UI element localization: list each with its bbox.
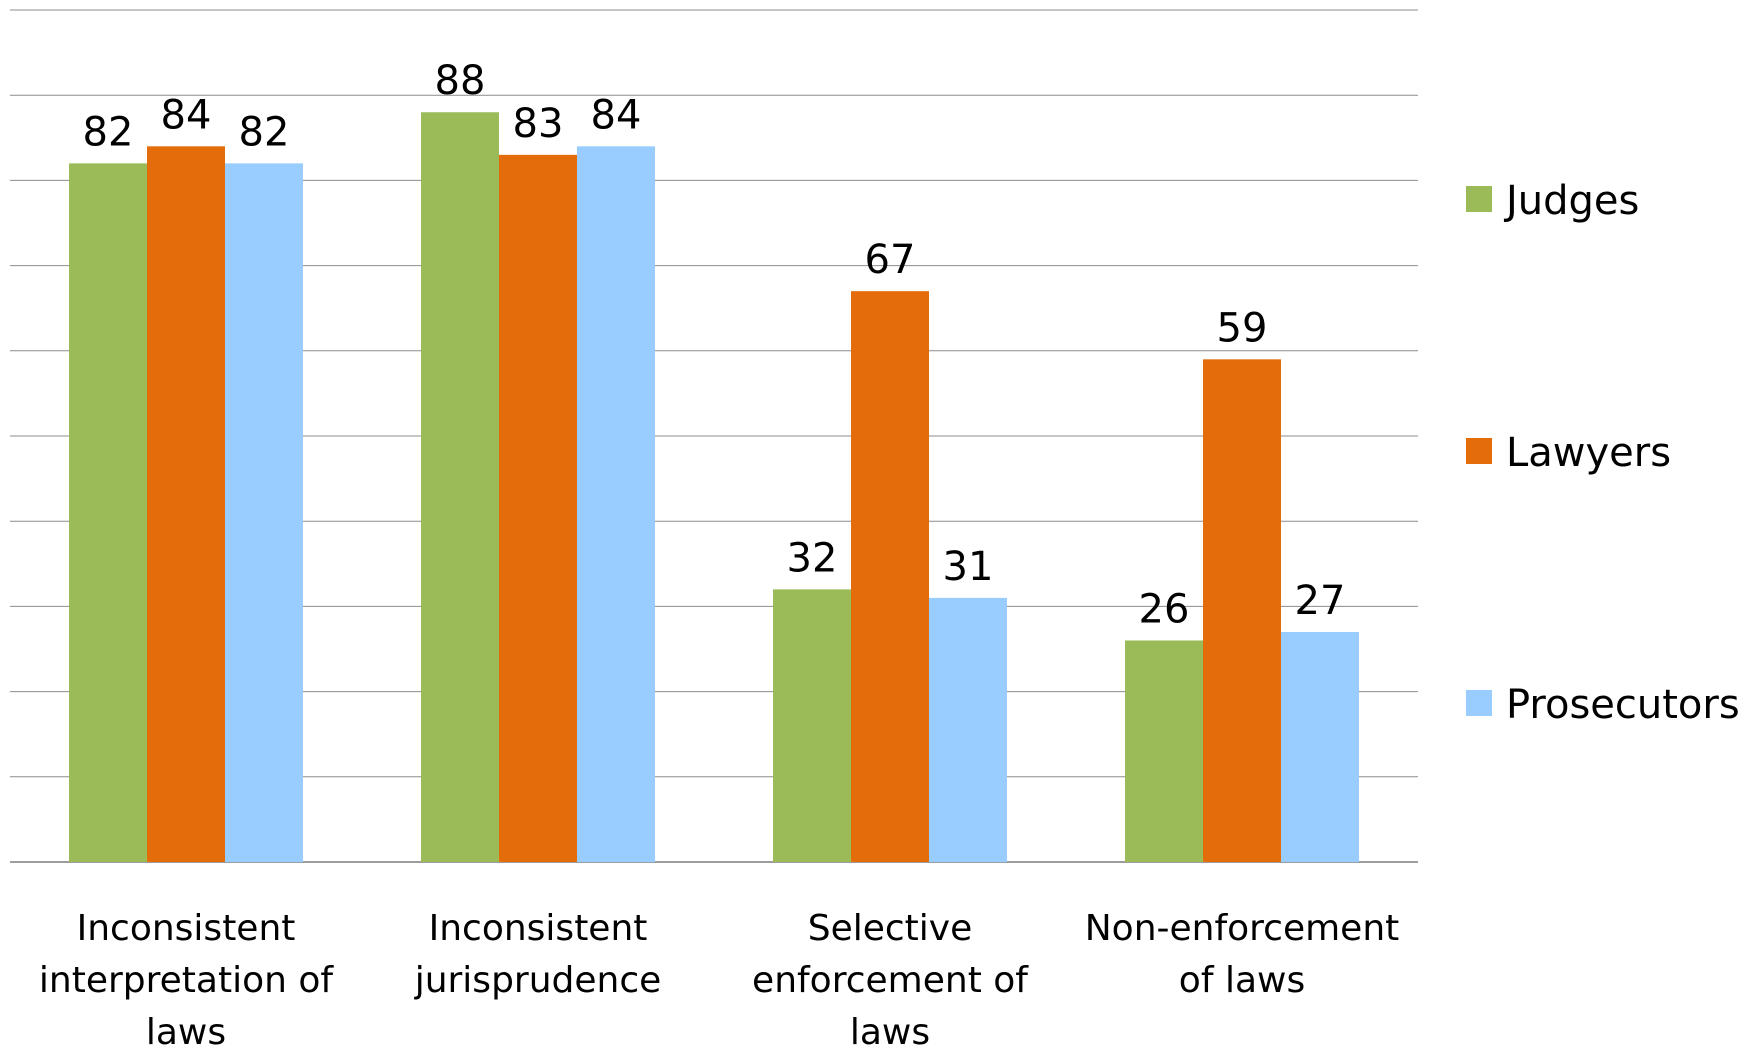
data-label-lawyers-2: 83 — [513, 101, 564, 147]
legend-swatch-prosecutors — [1466, 690, 1492, 716]
legend-swatch-lawyers — [1466, 438, 1492, 464]
data-label-prosecutors-2: 84 — [591, 92, 642, 138]
category-label-4: Non-enforcement of laws — [1085, 908, 1400, 1001]
data-label-judges-1: 82 — [83, 109, 134, 155]
data-label-lawyers-3: 67 — [865, 237, 916, 283]
bar-lawyers-2 — [499, 154, 577, 863]
bar-judges-2 — [421, 112, 499, 863]
bar-prosecutors-3 — [929, 597, 1007, 862]
category-label-1: Inconsistent interpretation of laws — [39, 908, 334, 1047]
legend-label-prosecutors: Prosecutors — [1506, 682, 1740, 728]
data-label-lawyers-4: 59 — [1217, 305, 1268, 351]
bar-prosecutors-4 — [1281, 631, 1359, 862]
data-label-lawyers-1: 84 — [161, 92, 212, 138]
category-label-3: Selective enforcement of laws — [752, 908, 1029, 1047]
bars — [69, 112, 1359, 863]
bar-lawyers-3 — [851, 291, 929, 862]
bar-judges-4 — [1125, 640, 1203, 862]
bar-judges-1 — [69, 163, 147, 863]
category-label-2: Inconsistent jurisprudence — [414, 908, 662, 1001]
category-labels: Inconsistent interpretation of laws Inconsi… — [39, 908, 1399, 1047]
data-label-judges-2: 88 — [435, 58, 486, 104]
legend-label-judges: Judges — [1503, 178, 1639, 224]
data-labels: 82 84 82 88 83 84 32 67 31 26 59 27 — [83, 58, 1346, 632]
legend-label-lawyers: Lawyers — [1506, 430, 1671, 476]
bar-lawyers-1 — [147, 146, 225, 862]
data-label-judges-4: 26 — [1139, 586, 1190, 632]
bar-judges-3 — [773, 589, 851, 862]
data-label-prosecutors-1: 82 — [239, 109, 290, 155]
data-label-prosecutors-4: 27 — [1295, 578, 1346, 624]
bar-lawyers-4 — [1203, 359, 1281, 862]
data-label-prosecutors-3: 31 — [943, 544, 994, 590]
bar-prosecutors-1 — [225, 163, 303, 863]
bar-prosecutors-2 — [577, 146, 655, 862]
legend-swatch-judges — [1466, 186, 1492, 212]
legend: Judges Lawyers Prosecutors — [1466, 178, 1740, 728]
data-label-judges-3: 32 — [787, 535, 838, 581]
